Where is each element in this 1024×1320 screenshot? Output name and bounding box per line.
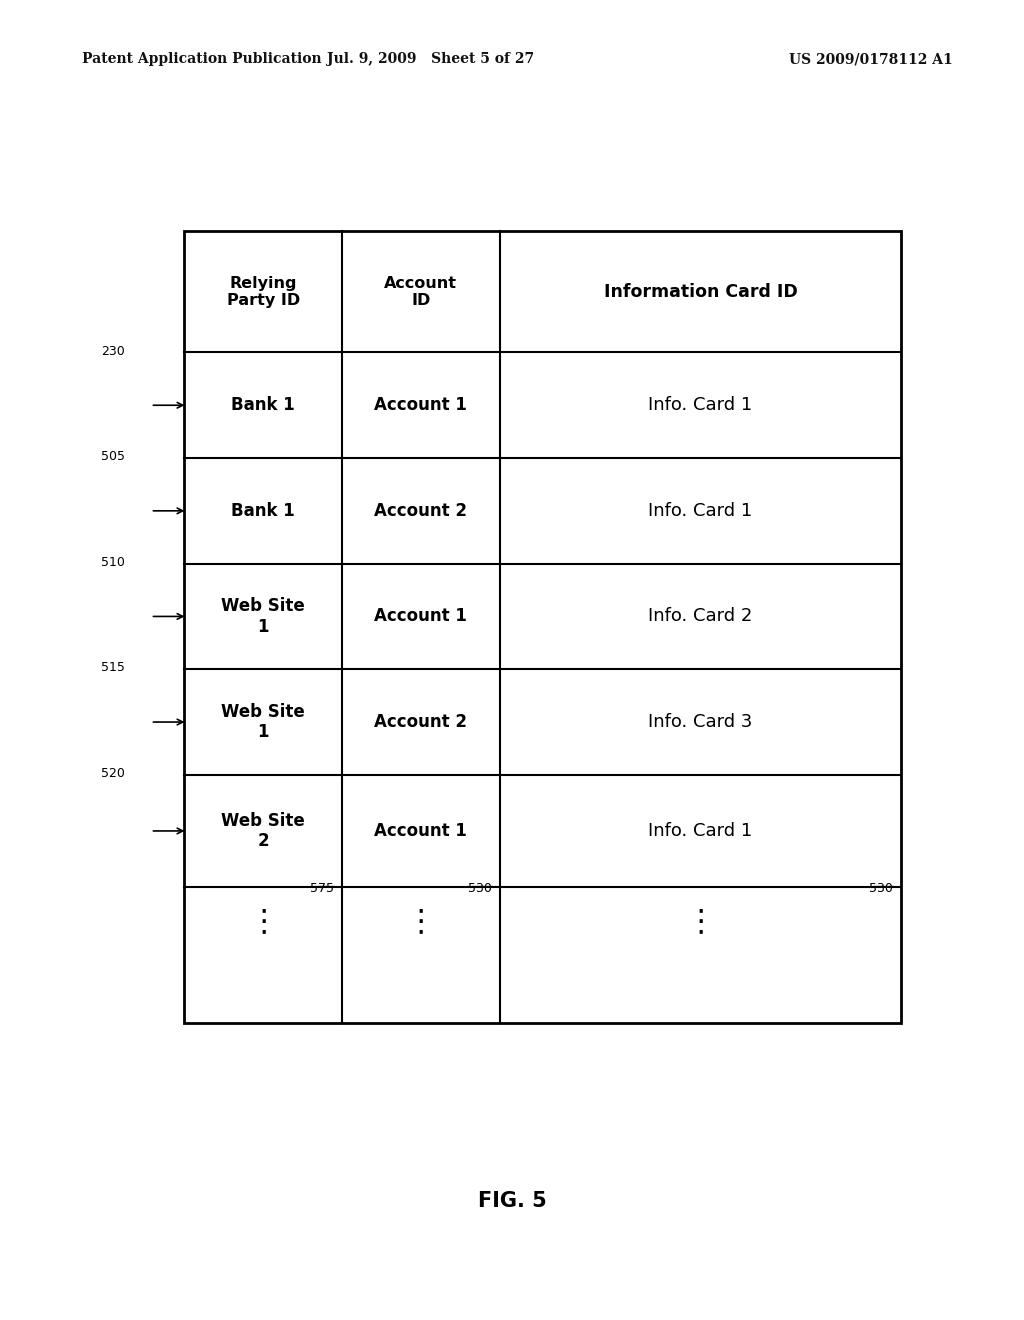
Text: 515: 515	[101, 661, 125, 675]
Text: Web Site
1: Web Site 1	[221, 702, 305, 742]
Text: Info. Card 1: Info. Card 1	[648, 822, 753, 840]
Text: Jul. 9, 2009   Sheet 5 of 27: Jul. 9, 2009 Sheet 5 of 27	[327, 53, 534, 66]
Bar	[184, 231, 901, 1023]
Text: Information Card ID: Information Card ID	[603, 282, 798, 301]
Text: ⋮: ⋮	[685, 908, 716, 936]
Text: Account 1: Account 1	[375, 396, 467, 414]
Text: ⋮: ⋮	[406, 908, 436, 936]
Text: 575: 575	[310, 882, 334, 895]
Text: Account 1: Account 1	[375, 607, 467, 626]
Text: Account 2: Account 2	[375, 713, 467, 731]
Text: 505: 505	[101, 450, 125, 463]
Text: Info. Card 1: Info. Card 1	[648, 396, 753, 414]
Text: ⋮: ⋮	[248, 908, 279, 936]
Text: Account 2: Account 2	[375, 502, 467, 520]
Text: Patent Application Publication: Patent Application Publication	[82, 53, 322, 66]
Text: Relying
Party ID: Relying Party ID	[226, 276, 300, 308]
Text: Web Site
1: Web Site 1	[221, 597, 305, 636]
Text: FIG. 5: FIG. 5	[477, 1191, 547, 1212]
Text: 530: 530	[468, 882, 492, 895]
Text: Account 1: Account 1	[375, 822, 467, 840]
Text: 510: 510	[101, 556, 125, 569]
Text: Account
ID: Account ID	[384, 276, 458, 308]
Text: Web Site
2: Web Site 2	[221, 812, 305, 850]
Text: Bank 1: Bank 1	[231, 396, 295, 414]
Text: US 2009/0178112 A1: US 2009/0178112 A1	[788, 53, 952, 66]
Text: Info. Card 3: Info. Card 3	[648, 713, 753, 731]
Text: 520: 520	[101, 767, 125, 780]
Text: Info. Card 2: Info. Card 2	[648, 607, 753, 626]
Text: Bank 1: Bank 1	[231, 502, 295, 520]
Text: 230: 230	[101, 345, 125, 358]
Text: Info. Card 1: Info. Card 1	[648, 502, 753, 520]
Text: 530: 530	[869, 882, 893, 895]
